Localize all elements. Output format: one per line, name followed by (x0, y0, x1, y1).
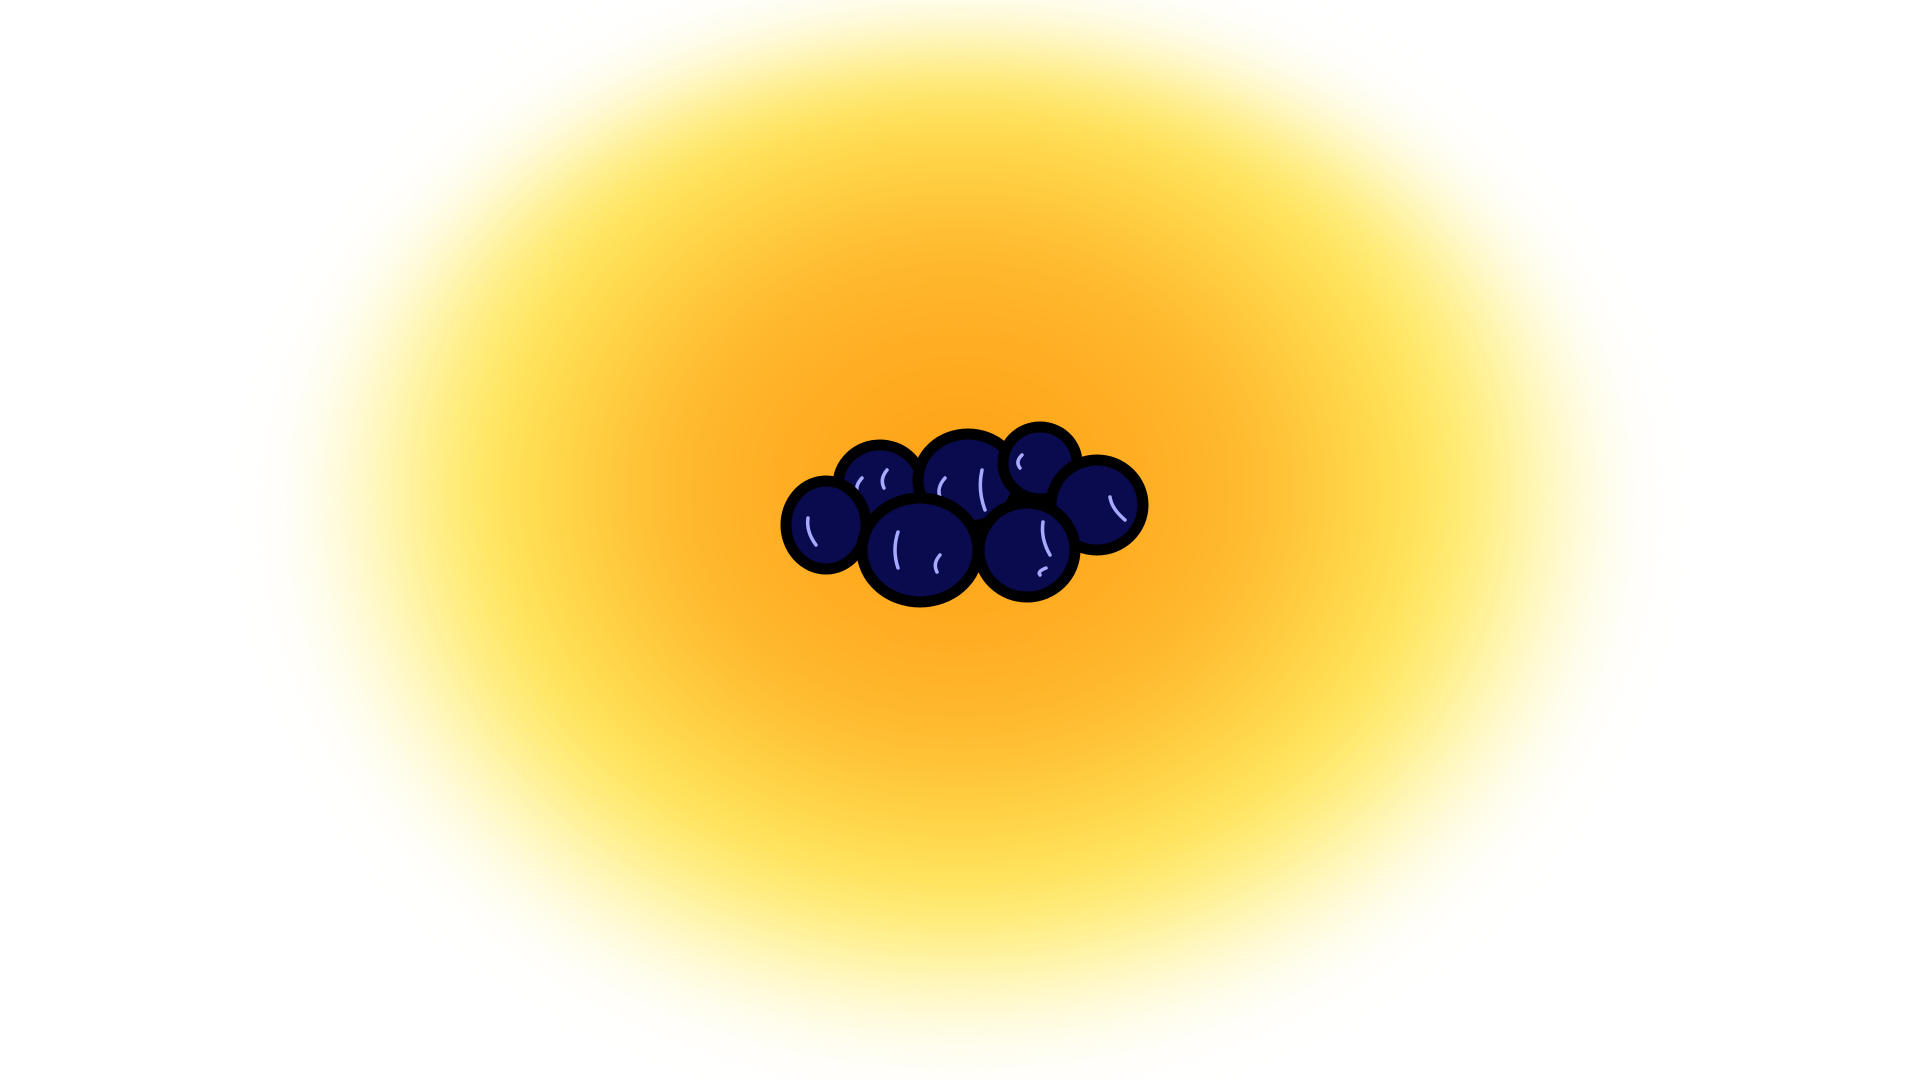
berry-highlight (880, 468, 889, 490)
berry-7 (973, 497, 1081, 603)
berry-highlight (1108, 495, 1127, 522)
berry-highlight (893, 530, 900, 570)
berry-highlight (978, 468, 987, 512)
berries-group (780, 421, 1149, 608)
berry-body (973, 497, 1081, 603)
berry-highlight (1037, 566, 1048, 577)
berry-5 (780, 475, 872, 575)
berry-highlight (1016, 453, 1024, 470)
berry-body (780, 475, 872, 575)
berry-highlight (805, 516, 818, 547)
berry-highlight (933, 553, 942, 574)
berry-6 (856, 492, 984, 608)
berry-highlight (1040, 520, 1052, 557)
berry-body (856, 492, 984, 608)
